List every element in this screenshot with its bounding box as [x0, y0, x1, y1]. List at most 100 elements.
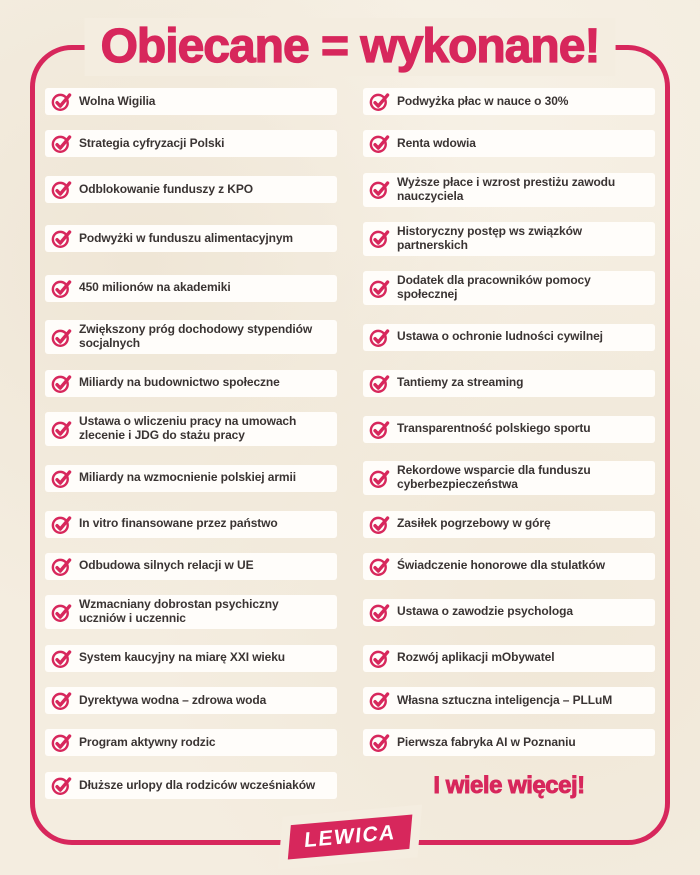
- checklist-item-label: Zasiłek pogrzebowy w górę: [397, 516, 551, 531]
- checklist-item: Rozwój aplikacji mObywatel: [363, 644, 655, 672]
- checklist-item-card: Program aktywny rodzic: [45, 729, 337, 757]
- check-circle-icon: [51, 278, 72, 299]
- check-circle-icon: [369, 514, 390, 535]
- check-circle-icon: [51, 327, 72, 348]
- check-circle-icon: [51, 556, 72, 577]
- check-circle-icon: [369, 373, 390, 394]
- check-circle-icon: [369, 732, 390, 753]
- checklist-item: Ustawa o zawodzie psychologa: [363, 598, 655, 626]
- check-circle-icon: [51, 602, 72, 623]
- checklist-item-card: Wolna Wigilia: [45, 88, 337, 115]
- check-circle-icon: [51, 648, 72, 669]
- checklist-item-card: System kaucyjny na miarę XXI wieku: [45, 644, 337, 672]
- checklist-item: Rekordowe wsparcie dla funduszu cyberbez…: [363, 461, 655, 496]
- checklist-item-card: Historyczny postęp ws związków partnersk…: [363, 222, 655, 256]
- checklist-item-card: Odblokowanie funduszy z KPO: [45, 176, 337, 204]
- checklist-item-label: Dłuższe urlopy dla rodziców wcześniaków: [79, 777, 316, 792]
- page-title: Obiecane = wykonane!: [84, 18, 616, 76]
- checklist-item-label: Podwyżka płac w nauce o 30%: [397, 93, 569, 108]
- checklist-item-label: Dodatek dla pracowników pomocy społeczne…: [397, 273, 591, 302]
- checklist-item-label: Miliardy na budownictwo społeczne: [79, 375, 280, 390]
- checklist-item-label: Podwyżki w funduszu alimentacyjnym: [79, 230, 293, 245]
- checklist-item: Wolna Wigilia: [45, 88, 337, 115]
- checklist-item-card: Rozwój aplikacji mObywatel: [363, 644, 655, 672]
- checklist-item-card: Ustawa o wliczeniu pracy na umowach zlec…: [45, 412, 337, 446]
- checklist-item-card: 450 milionów na akademiki: [45, 274, 337, 302]
- check-circle-icon: [369, 179, 390, 200]
- checklist-item-label: Renta wdowia: [397, 135, 476, 150]
- checklist-item-label: Odblokowanie funduszy z KPO: [79, 181, 253, 196]
- checklist-item: Podwyżki w funduszu alimentacyjnym: [45, 225, 337, 253]
- more-text: I wiele więcej!: [433, 771, 586, 799]
- checklist-item: Ustawa o ochronie ludności cywilnej: [363, 323, 655, 351]
- checklist-item: Zwiększony próg dochodowy stypendiów soc…: [45, 320, 337, 355]
- checklist-item: Strategia cyfryzacji Polski: [45, 130, 337, 158]
- checklist-item-label: Pierwsza fabryka AI w Poznaniu: [397, 734, 576, 749]
- checklist-item-card: Renta wdowia: [363, 130, 655, 158]
- check-circle-icon: [51, 179, 72, 200]
- check-circle-icon: [369, 690, 390, 711]
- checklist-item: Renta wdowia: [363, 130, 655, 158]
- checklist-item-label: Ustawa o ochronie ludności cywilnej: [397, 329, 603, 344]
- check-circle-icon: [369, 556, 390, 577]
- check-circle-icon: [369, 468, 390, 489]
- check-circle-icon: [51, 133, 72, 154]
- checklist-item-card: Odbudowa silnych relacji w UE: [45, 552, 337, 580]
- checklist-item: Miliardy na wzmocnienie polskiej armii: [45, 464, 337, 492]
- checklist-item-label: Miliardy na wzmocnienie polskiej armii: [79, 470, 296, 485]
- checklist-item-card: Dłuższe urlopy dla rodziców wcześniaków: [45, 772, 337, 800]
- checklist-item-label: Wolna Wigilia: [79, 93, 156, 108]
- check-circle-icon: [369, 133, 390, 154]
- checklist-item: Odbudowa silnych relacji w UE: [45, 552, 337, 580]
- checklist-item-label: Zwiększony próg dochodowy stypendiów soc…: [79, 322, 313, 351]
- check-circle-icon: [51, 419, 72, 440]
- checklist-item-label: System kaucyjny na miarę XXI wieku: [79, 650, 286, 665]
- check-circle-icon: [51, 91, 72, 112]
- checklist-item-label: Wyższe płace i wzrost prestiżu zawodu na…: [397, 174, 616, 203]
- checklist-item-label: Strategia cyfryzacji Polski: [79, 135, 225, 150]
- checklist-item: Własna sztuczna inteligencja – PLLuM: [363, 686, 655, 714]
- checklist-item-label: Wzmacniany dobrostan psychiczny uczniów …: [79, 597, 279, 626]
- checklist-item: In vitro finansowane przez państwo: [45, 510, 337, 538]
- checklist-item: Dłuższe urlopy dla rodziców wcześniaków: [45, 772, 337, 800]
- checklist-item-label: Ustawa o wliczeniu pracy na umowach zlec…: [79, 414, 297, 442]
- checklist-item: Wyższe płace i wzrost prestiżu zawodu na…: [363, 172, 655, 207]
- checklist-item-card: Zwiększony próg dochodowy stypendiów soc…: [45, 320, 337, 355]
- check-circle-icon: [51, 732, 72, 753]
- checklist-item-card: Podwyżka płac w nauce o 30%: [363, 88, 655, 115]
- check-circle-icon: [51, 775, 72, 796]
- check-circle-icon: [369, 228, 390, 249]
- checklist-item: System kaucyjny na miarę XXI wieku: [45, 644, 337, 672]
- check-circle-icon: [369, 278, 390, 299]
- checklist-item-card: Transparentność polskiego sportu: [363, 415, 655, 443]
- checklist-item-card: Wyższe płace i wzrost prestiżu zawodu na…: [363, 172, 655, 207]
- checklist-item: Historyczny postęp ws związków partnersk…: [363, 222, 655, 256]
- checklist-item: Podwyżka płac w nauce o 30%: [363, 88, 655, 115]
- checklist-item-card: Dodatek dla pracowników pomocy społeczne…: [363, 271, 655, 306]
- checklist-item-card: Ustawa o ochronie ludności cywilnej: [363, 323, 655, 351]
- checklist-item-label: Rozwój aplikacji mObywatel: [397, 650, 555, 665]
- check-circle-icon: [51, 468, 72, 489]
- checklist-item-label: Program aktywny rodzic: [79, 734, 216, 749]
- check-circle-icon: [51, 373, 72, 394]
- checklist-item-card: Świadczenie honorowe dla stulatków: [363, 552, 655, 580]
- checklist-item-card: Miliardy na wzmocnienie polskiej armii: [45, 464, 337, 492]
- checklist-item-label: In vitro finansowane przez państwo: [79, 516, 278, 531]
- checklist-item-card: Zasiłek pogrzebowy w górę: [363, 510, 655, 538]
- checklist-item: Program aktywny rodzic: [45, 729, 337, 757]
- checklist-item: Dyrektywa wodna – zdrowa woda: [45, 686, 337, 714]
- checklist-item-card: Tantiemy za streaming: [363, 369, 655, 397]
- check-circle-icon: [51, 228, 72, 249]
- checklist-item-label: Własna sztuczna inteligencja – PLLuM: [397, 692, 613, 707]
- checklist-item-label: Rekordowe wsparcie dla funduszu cyberbez…: [397, 463, 591, 492]
- checklist-item-label: Dyrektywa wodna – zdrowa woda: [79, 692, 267, 707]
- checklist-item-card: Ustawa o zawodzie psychologa: [363, 598, 655, 626]
- checklist-grid: Wolna Wigilia Podwyżka płac w nauce o 30…: [45, 88, 655, 800]
- checklist-item-label: Odbudowa silnych relacji w UE: [79, 558, 254, 573]
- check-circle-icon: [51, 690, 72, 711]
- checklist-item: Zasiłek pogrzebowy w górę: [363, 510, 655, 538]
- check-circle-icon: [369, 602, 390, 623]
- checklist-item: Odblokowanie funduszy z KPO: [45, 176, 337, 204]
- checklist-item-card: Podwyżki w funduszu alimentacyjnym: [45, 225, 337, 253]
